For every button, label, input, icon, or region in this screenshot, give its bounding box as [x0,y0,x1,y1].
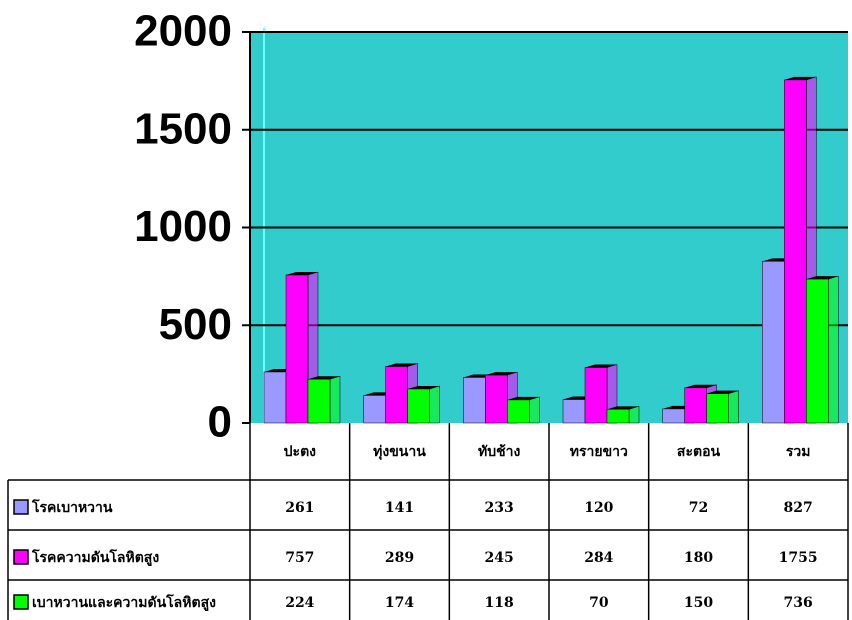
table-value: 757 [285,550,314,566]
y-tick-label: 500 [159,300,232,349]
legend-label: เบาหวานและความดันโลหิตสูง [32,593,216,611]
legend-swatch [13,549,29,565]
table-value: 141 [385,500,414,516]
table-value: 261 [285,500,314,516]
y-tick-label: 1000 [134,202,232,251]
table-value: 174 [385,595,414,611]
bar [507,399,530,424]
legend-swatch [13,499,29,515]
bar [307,378,331,424]
bar [485,374,508,424]
x-tick-label: ทับช้าง [478,444,520,460]
bar-top [308,376,340,380]
bar-top [485,372,518,376]
table-value: 150 [684,595,713,611]
table-value: 284 [584,550,613,566]
bar-top [286,272,318,276]
legend-label: โรคเบาหวาน [31,498,113,516]
bar [385,366,408,424]
y-tick-label: 2000 [134,7,232,56]
bar-side [728,390,739,424]
table-value: 224 [285,595,314,611]
bar-top [585,364,617,368]
table-value: 118 [485,595,514,611]
bar-top [706,390,739,394]
bar-top [806,276,839,280]
table-value: 120 [584,500,613,516]
bar [363,395,386,424]
legend-label: โรคความดันโลหิตสูง [31,548,159,566]
y-tick-label: 1500 [134,104,232,153]
table-value: 72 [689,500,708,516]
bar [606,409,630,424]
bar [762,261,785,424]
legend-swatch [13,594,29,610]
bar-top [607,406,639,410]
table-value: 245 [485,550,514,566]
bar [706,393,729,424]
x-tick-label: สะตอน [677,444,721,460]
table-value: 1755 [779,550,818,566]
x-tick-label: ทรายขาว [570,444,628,460]
bar [562,399,586,424]
bar [784,79,807,424]
bar [285,274,309,424]
bar-top [407,385,440,389]
x-tick-label: ทุ่งขนาน [373,444,426,460]
bar-top [684,384,717,388]
table-value: 233 [485,500,514,516]
table-value: 736 [784,595,813,611]
bar-side [329,375,341,424]
bar [684,387,707,424]
bar-side [529,396,540,424]
bar [806,278,829,424]
table-value: 827 [784,500,813,516]
bar [584,367,608,424]
bar-top [784,76,817,80]
bar [263,371,287,424]
x-tick-label: รวม [786,444,811,460]
x-tick-label: ปะตง [284,444,316,460]
bar [463,377,486,424]
bar [407,388,430,424]
y-tick-label: 0 [208,398,232,447]
bar-side [429,385,440,424]
bar-top [385,363,418,367]
bar-side [828,275,839,424]
table-value: 180 [684,550,713,566]
bar [662,408,685,424]
table-value: 289 [385,550,414,566]
bar-top [507,396,540,400]
table-value: 70 [589,595,609,611]
